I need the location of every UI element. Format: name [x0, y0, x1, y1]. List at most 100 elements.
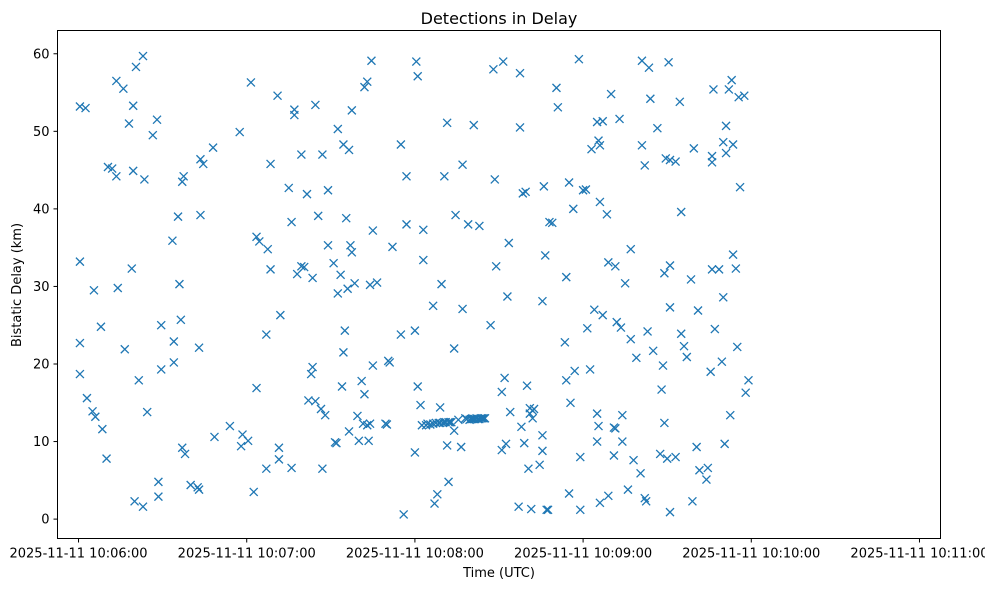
data-point	[366, 56, 376, 66]
data-point	[724, 84, 734, 94]
data-point	[310, 396, 320, 406]
data-point	[364, 436, 374, 446]
data-point	[560, 337, 570, 347]
data-point	[502, 292, 512, 301]
data-point	[410, 447, 420, 457]
data-point	[446, 417, 456, 427]
data-point	[396, 140, 406, 149]
data-point	[671, 157, 681, 167]
data-point	[413, 71, 423, 81]
data-point	[284, 183, 294, 193]
data-point	[296, 261, 306, 271]
data-point	[564, 489, 574, 498]
data-point	[179, 171, 189, 181]
data-point	[274, 443, 284, 453]
data-point	[176, 315, 186, 325]
data-point	[169, 337, 179, 346]
data-point	[416, 400, 425, 410]
data-point	[449, 344, 459, 353]
data-point	[402, 171, 411, 181]
y-tick-label: 60	[33, 47, 50, 62]
data-point	[333, 288, 343, 298]
data-point	[413, 382, 423, 391]
data-point	[528, 413, 538, 423]
data-point	[682, 352, 692, 362]
data-point	[708, 84, 718, 94]
data-point	[679, 341, 689, 351]
data-point	[180, 449, 190, 459]
data-point	[177, 443, 187, 453]
data-point	[620, 278, 630, 288]
data-point	[323, 185, 333, 195]
data-point	[687, 496, 697, 506]
data-point	[692, 442, 702, 452]
data-point	[676, 207, 686, 217]
data-point	[477, 413, 487, 423]
data-point	[308, 362, 318, 372]
data-point	[725, 410, 735, 420]
data-point	[442, 440, 452, 450]
data-point	[130, 496, 140, 506]
x-axis-ticks: 2025-11-11 10:06:00 2025-11-11 10:07:00 20…	[9, 538, 985, 562]
data-point	[128, 101, 138, 111]
data-point	[118, 84, 128, 94]
data-point	[500, 373, 510, 383]
data-point	[362, 77, 372, 87]
data-point	[629, 455, 639, 465]
data-point	[582, 323, 592, 333]
y-axis-ticks: 0 10 20 30 40 50 60	[33, 47, 58, 528]
data-point	[235, 127, 245, 137]
data-point	[340, 326, 350, 336]
data-point	[418, 225, 428, 235]
data-point	[662, 454, 672, 464]
x-axis-label: Time (UTC)	[462, 566, 535, 581]
data-point	[505, 407, 515, 417]
data-point	[418, 255, 428, 265]
y-tick-label: 30	[33, 280, 50, 295]
data-point	[609, 451, 619, 460]
data-point	[720, 439, 730, 449]
data-point	[615, 114, 624, 124]
data-point	[82, 393, 92, 403]
data-point	[570, 366, 580, 376]
data-point	[617, 410, 627, 420]
data-point	[623, 485, 633, 495]
data-point	[138, 51, 148, 61]
data-point	[196, 154, 205, 164]
data-point	[359, 82, 369, 92]
data-point	[606, 89, 616, 99]
data-point	[169, 357, 179, 367]
data-point	[167, 236, 177, 246]
data-point	[474, 221, 484, 231]
data-point	[637, 140, 647, 150]
data-point	[539, 181, 549, 191]
data-point	[308, 273, 318, 283]
data-point	[603, 257, 613, 267]
data-point	[706, 367, 716, 377]
data-point	[344, 427, 354, 436]
data-point	[296, 150, 306, 160]
data-point	[111, 76, 121, 86]
data-point	[727, 75, 737, 85]
data-point	[734, 92, 744, 102]
data-point	[476, 413, 486, 423]
data-point	[266, 264, 276, 274]
data-point	[347, 105, 357, 115]
data-point	[739, 91, 749, 101]
data-point	[208, 143, 218, 153]
data-point	[193, 482, 203, 492]
data-point	[626, 334, 636, 344]
chart-title: Detections in Delay	[421, 9, 578, 28]
data-point	[631, 353, 641, 363]
data-point	[488, 64, 498, 74]
data-point	[574, 54, 584, 64]
data-point	[347, 247, 357, 257]
data-point	[514, 502, 524, 512]
data-point	[515, 68, 525, 78]
data-point	[289, 110, 299, 120]
data-point	[544, 217, 554, 227]
data-point	[249, 487, 259, 497]
data-point	[153, 492, 163, 502]
data-point	[652, 123, 662, 133]
data-point	[90, 412, 100, 422]
